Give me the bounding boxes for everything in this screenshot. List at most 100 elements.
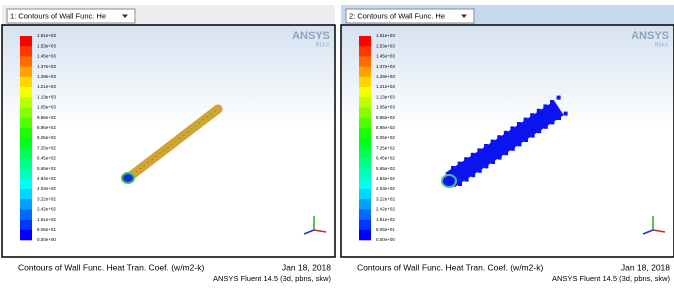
contour-caption: Contours of Wall Func. Heat Tran. Coef. …: [357, 262, 543, 272]
pipe-fin: [484, 164, 488, 168]
colorbar-segment: [359, 118, 371, 129]
pipe-fin: [530, 113, 534, 117]
colorbar-segment: [20, 77, 32, 88]
pipe-fin: [471, 153, 475, 157]
colorbar-label: 6.45e+02: [376, 156, 395, 161]
colorbar-segment: [20, 36, 32, 47]
colorbar-label: 1.61e+02: [376, 217, 395, 222]
colorbar-segment: [20, 220, 32, 231]
colorbar-label: 1.37e+03: [37, 64, 56, 69]
pipe-fin: [477, 148, 481, 152]
colorbar-label: 1.13e+03: [376, 94, 395, 99]
pipe-fin: [543, 104, 547, 108]
pipe-fin: [491, 140, 495, 144]
colorbar-label: 1.37e+03: [376, 64, 395, 69]
pipe-fin: [557, 96, 561, 100]
pipe-inlet: [122, 173, 134, 183]
version-label: R14.5: [316, 42, 330, 48]
colorbar-segment: [20, 128, 32, 139]
pipe-fin: [498, 156, 502, 160]
colorbar-segment: [359, 56, 371, 67]
pipe-fin: [544, 125, 548, 129]
colorbar-segment: [359, 230, 371, 241]
colorbar-label: 1.61e+02: [37, 217, 56, 222]
pipe-fin: [471, 173, 475, 177]
pipe-fin: [491, 160, 495, 164]
colorbar-segment: [359, 189, 371, 200]
pipe-fin: [537, 109, 541, 113]
colorbar-label: 1.53e+03: [37, 43, 56, 48]
colorbar-label: 5.65e+02: [376, 166, 395, 171]
colorbar-label: 1.45e+03: [376, 54, 395, 59]
colorbar-segment: [359, 67, 371, 78]
pipe-fin: [510, 126, 514, 130]
colorbar-segment: [359, 36, 371, 47]
colorbar-segment: [20, 158, 32, 169]
colorbar-segment: [359, 148, 371, 159]
colorbar-label: 1.45e+03: [37, 54, 56, 59]
colorbar-segment: [20, 189, 32, 200]
version-label: R14.5: [655, 42, 669, 48]
software-label: ANSYS Fluent 14.5 (3d, pbns, skw): [552, 274, 670, 283]
pipe-fin: [524, 118, 528, 122]
view-dropdown-label: 2: Contours of Wall Func. He: [349, 11, 445, 20]
colorbar-segment: [20, 209, 32, 220]
colorbar-segment: [359, 169, 371, 180]
colorbar-label: 4.03e+02: [376, 186, 395, 191]
colorbar-segment: [20, 87, 32, 98]
colorbar-segment: [20, 169, 32, 180]
colorbar-segment: [20, 199, 32, 210]
colorbar-segment: [20, 230, 32, 241]
colorbar-label: 4.03e+02: [37, 186, 56, 191]
colorbar-label: 4.84e+02: [376, 176, 395, 181]
colorbar-label: 7.25e+02: [37, 145, 56, 150]
colorbar-segment: [20, 46, 32, 57]
colorbar-segment: [359, 179, 371, 190]
pipe-fin: [464, 157, 468, 161]
pipe-fin: [517, 122, 521, 126]
colorbar-label: 8.85e+02: [376, 125, 395, 130]
colorbar-label: 1.29e+03: [376, 74, 395, 79]
contour-caption: Contours of Wall Func. Heat Tran. Coef. …: [18, 262, 204, 272]
colorbar-segment: [20, 97, 32, 108]
colorbar-segment: [20, 179, 32, 190]
colorbar-label: 1.21e+03: [37, 84, 56, 89]
colorbar-label: 8.05e+01: [37, 227, 56, 232]
pipe-fin: [458, 162, 462, 166]
pipe-fin: [478, 169, 482, 173]
pipe-fin: [531, 134, 535, 138]
colorbar-segment: [359, 107, 371, 118]
colorbar-label: 1.29e+03: [37, 74, 56, 79]
ansys-logo: ANSYS: [631, 30, 669, 42]
colorbar-label: 2.42e+02: [37, 207, 56, 212]
page: 1: Contours of Wall Func. HeANSYSR14.51.…: [0, 0, 674, 289]
colorbar-label: 7.25e+02: [376, 145, 395, 150]
colorbar-label: 1.05e+03: [376, 105, 395, 110]
ansys-logo: ANSYS: [292, 30, 330, 42]
colorbar-segment: [20, 67, 32, 78]
colorbar-label: 8.05e+02: [376, 135, 395, 140]
pipe-fin: [465, 178, 469, 182]
colorbar-segment: [20, 148, 32, 159]
colorbar-segment: [359, 138, 371, 149]
colorbar-segment: [359, 128, 371, 139]
colorbar-segment: [359, 209, 371, 220]
colorbar-label: 1.61e+03: [376, 33, 395, 38]
colorbar-segment: [359, 97, 371, 108]
colorbar-label: 2.42e+02: [376, 207, 395, 212]
colorbar-segment: [20, 138, 32, 149]
colorbar-label: 0.00e+00: [37, 237, 56, 242]
colorbar-label: 1.61e+03: [37, 33, 56, 38]
colorbar-segment: [20, 56, 32, 67]
graphics-area: [2, 25, 335, 257]
pipe-fin: [504, 151, 508, 155]
colorbar-segment: [359, 87, 371, 98]
pipe-fin: [517, 142, 521, 146]
colorbar-label: 6.45e+02: [37, 156, 56, 161]
pipe-fin: [458, 182, 462, 186]
colorbar-label: 9.66e+02: [376, 115, 395, 120]
view-dropdown-label: 1: Contours of Wall Func. He: [10, 11, 106, 20]
pipe-fin: [564, 112, 568, 116]
colorbar-segment: [359, 199, 371, 210]
pipe-fin: [524, 138, 528, 142]
